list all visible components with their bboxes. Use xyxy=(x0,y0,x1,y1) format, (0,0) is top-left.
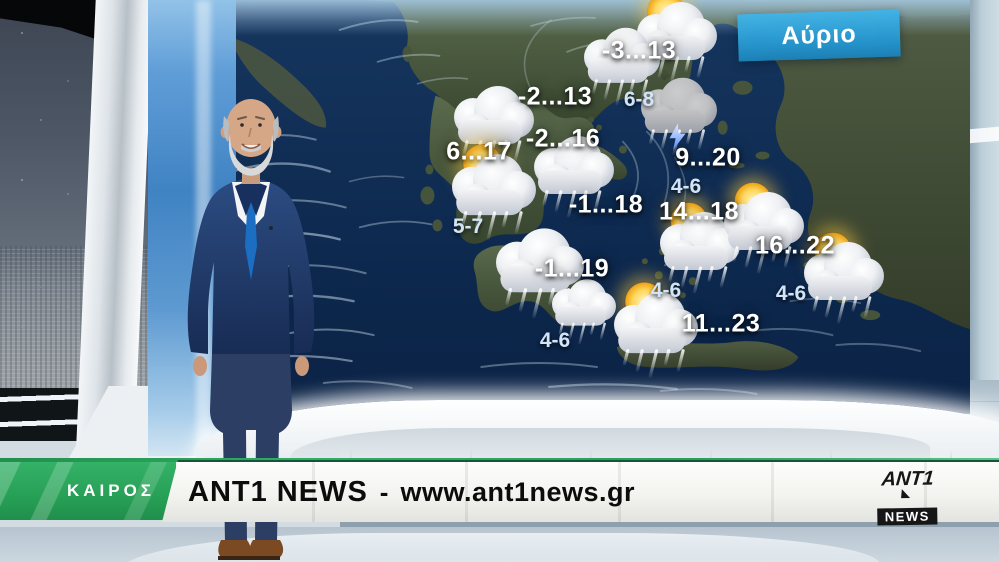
program-label: ΚΑΙΡΟΣ xyxy=(66,481,156,500)
ant1-news-logo: ANT1 NEWS xyxy=(875,467,938,526)
wall-light-streak xyxy=(965,126,999,144)
logo-ant1-text: ANT1 xyxy=(880,467,935,491)
wind-speed-label: 5-7 xyxy=(452,215,484,238)
ticker-strip: ANT1 NEWS - www.ant1news.gr xyxy=(162,460,999,522)
wind-speed-label: 6-8 xyxy=(623,88,655,111)
wind-speed-label: 4-6 xyxy=(539,329,571,352)
wind-speed-label: 4-6 xyxy=(650,279,682,302)
temperature-label: 6...17 xyxy=(446,137,512,166)
ticker-url: www.ant1news.gr xyxy=(400,476,636,507)
studio-floor-front xyxy=(0,527,999,562)
temperature-label: -3...13 xyxy=(601,36,677,65)
day-label-badge: Αύριο xyxy=(737,9,901,62)
logo-ant1-wordmark: ANT1 xyxy=(875,467,938,508)
day-label: Αύριο xyxy=(780,19,858,51)
logo-flag-icon xyxy=(901,488,911,499)
lower-third-banner: ΚΑΙΡΟΣ ANT1 NEWS - www.ant1news.gr ANT1 … xyxy=(0,458,999,527)
temperature-label: -1...19 xyxy=(534,254,610,283)
ticker-separator: - xyxy=(379,476,389,507)
program-badge: ΚΑΙΡΟΣ xyxy=(0,462,176,520)
wind-speed-label: 4-6 xyxy=(775,282,807,305)
wind-speed-label: 4-6 xyxy=(670,175,702,198)
temperature-label: -1...18 xyxy=(568,190,644,219)
weather-map: Αύριο -3...13 -2...13 -2...16 6...17 9...20 -… xyxy=(232,0,970,414)
temperature-label: 16...22 xyxy=(755,231,835,260)
temperature-label: 9...20 xyxy=(675,143,741,172)
temperature-label: -2...16 xyxy=(525,124,601,153)
ticker-title: ANT1 NEWS xyxy=(188,475,368,508)
logo-news-box: NEWS xyxy=(877,507,938,526)
temperature-label: 14...18 xyxy=(659,197,739,226)
temperature-label: 11...23 xyxy=(681,309,761,338)
temperature-label: -2...13 xyxy=(517,82,593,111)
